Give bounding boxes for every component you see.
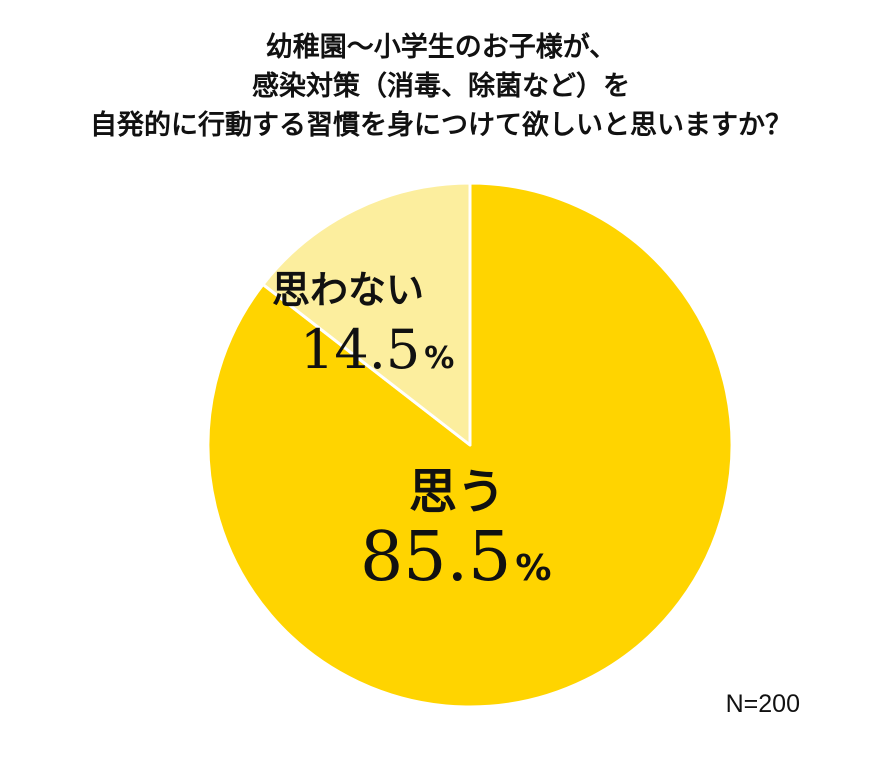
- title-line-2: 感染対策（消毒、除菌など）を: [252, 71, 630, 102]
- title-line-1: 幼稚園〜小学生のお子様が、: [265, 32, 617, 63]
- slice-label-omowanai: 思わない: [272, 268, 424, 312]
- slice-value-number-omou: 85.5: [360, 518, 511, 597]
- slice-label-omou: 思う: [409, 464, 505, 520]
- slice-value-unit-omou: %: [515, 548, 551, 589]
- pie-slice-omowanai: [261, 181, 472, 447]
- slice-value-unit-omowanai: %: [424, 341, 454, 376]
- slice-value-omou: 85.5%: [360, 518, 551, 597]
- sample-size-note: N=200: [725, 690, 800, 718]
- slice-value-omowanai: 14.5%: [300, 318, 454, 381]
- pie-slice-omou: [206, 181, 734, 709]
- title-line-3: 自発的に行動する習慣を身につけて欲しいと思いますか？: [90, 110, 792, 141]
- slice-value-number-omowanai: 14.5: [300, 318, 420, 381]
- chart-title: 幼稚園〜小学生のお子様が、 感染対策（消毒、除菌など）を 自発的に行動する習慣を…: [0, 28, 882, 145]
